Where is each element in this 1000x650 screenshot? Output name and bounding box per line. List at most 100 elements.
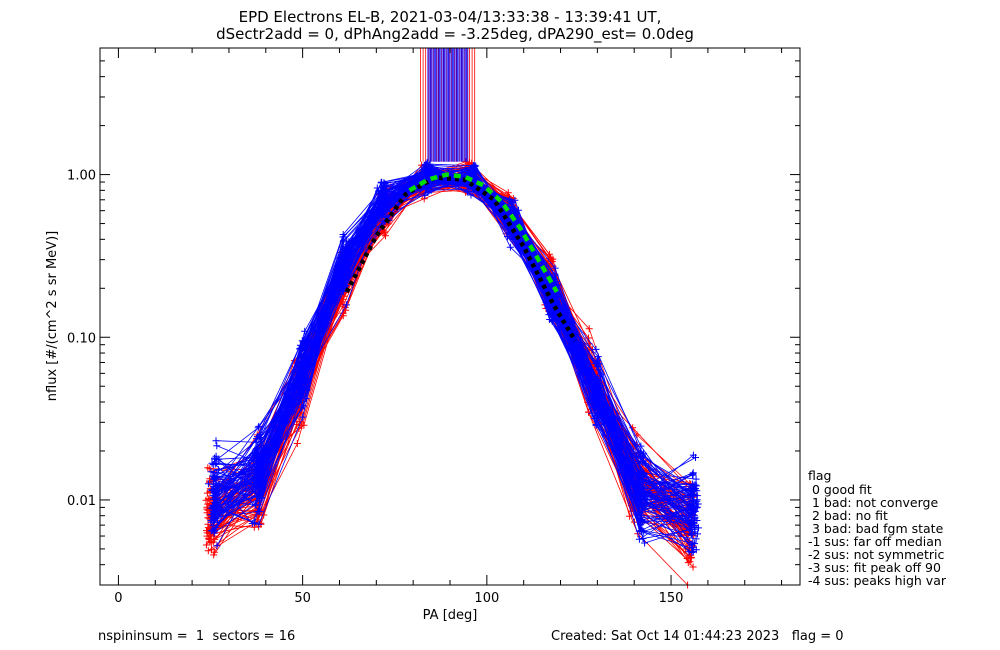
series-trace-red	[209, 171, 691, 532]
data-point-blue	[212, 480, 220, 488]
data-point-blue	[253, 435, 260, 443]
data-point-blue	[639, 506, 647, 514]
data-point-blue	[551, 264, 559, 272]
data-point-blue	[633, 452, 641, 460]
data-point-blue	[213, 472, 221, 480]
data-point-blue	[338, 253, 346, 261]
series-trace-blue	[214, 183, 691, 526]
data-point-blue	[691, 540, 699, 548]
series-trace-red	[209, 184, 688, 536]
data-point-blue	[212, 524, 220, 532]
series-trace-red	[212, 183, 690, 537]
data-point-blue	[254, 457, 261, 465]
data-point-blue	[207, 468, 215, 476]
data-point-blue	[639, 451, 647, 459]
data-point-red	[210, 548, 218, 556]
data-point-blue	[211, 499, 219, 506]
data-point-blue	[297, 384, 305, 392]
data-point-red	[420, 195, 428, 203]
series-trace-red	[211, 170, 689, 563]
data-point-blue	[303, 387, 310, 395]
data-point-blue	[690, 490, 698, 498]
legend-item: 3 bad: bad fgm state	[808, 521, 944, 536]
data-point-blue	[255, 453, 263, 461]
data-point-blue	[506, 196, 514, 204]
data-point-blue	[506, 243, 514, 251]
series-trace-red	[210, 179, 687, 510]
data-point-blue	[637, 483, 645, 491]
data-point-blue	[298, 364, 306, 372]
series-trace-red	[209, 179, 687, 543]
legend-item: -4 sus: peaks high var	[808, 573, 947, 588]
y-axis-label: nflux [#/(cm^2 s sr MeV)]	[45, 231, 60, 401]
series-trace-red	[209, 178, 688, 536]
data-point-red	[300, 421, 308, 429]
data-point-blue	[256, 469, 264, 477]
data-point-blue	[208, 487, 216, 494]
series-trace-red	[211, 176, 686, 544]
series-trace-red	[212, 168, 690, 534]
data-point-blue	[637, 521, 645, 529]
data-point-blue	[691, 515, 699, 523]
data-point-blue	[378, 178, 386, 186]
data-point-red	[204, 547, 212, 555]
series-trace-blue	[211, 166, 692, 536]
data-layer	[202, 48, 702, 589]
data-point-blue	[299, 413, 307, 421]
data-point-blue	[214, 518, 222, 526]
legend: flag 0 good fit 1 bad: not converge 2 ba…	[808, 468, 947, 588]
data-point-blue	[343, 238, 351, 246]
data-point-blue	[339, 231, 347, 238]
x-tick-label: 0	[114, 591, 122, 606]
data-point-red	[585, 325, 593, 333]
data-point-blue	[251, 450, 258, 458]
series-blue	[204, 159, 702, 556]
data-point-blue	[213, 442, 221, 450]
axis-layer: 0 50 100 150 0.01 0.10 1.00	[67, 47, 800, 606]
data-point-blue	[379, 201, 387, 209]
data-point-red	[203, 532, 211, 540]
y-tick-label: 0.01	[67, 494, 96, 509]
data-point-red	[545, 250, 553, 258]
series-red	[202, 158, 699, 589]
data-point-blue	[639, 488, 647, 496]
series-trace-red	[209, 168, 692, 552]
data-point-blue	[693, 503, 701, 511]
data-point-blue	[342, 282, 350, 290]
data-point-red	[203, 489, 211, 497]
data-point-red	[382, 232, 389, 240]
data-point-blue	[689, 451, 697, 459]
series-trace-red	[210, 174, 691, 535]
series-trace-blue	[218, 163, 694, 552]
data-point-blue	[204, 480, 212, 488]
data-point-blue	[296, 345, 304, 353]
data-point-blue	[467, 168, 475, 176]
fit-curve-green	[408, 172, 559, 294]
data-point-blue	[209, 461, 217, 468]
data-point-blue	[639, 458, 647, 466]
data-point-blue	[255, 422, 263, 430]
data-point-blue	[641, 539, 649, 547]
series-trace-red	[208, 169, 691, 540]
data-point-blue	[640, 527, 648, 535]
series-trace-blue	[213, 178, 697, 551]
data-point-blue	[256, 474, 264, 482]
legend-title: flag	[808, 468, 831, 483]
data-point-red	[462, 158, 470, 166]
data-point-blue	[691, 528, 699, 536]
peak-lines-blue	[427, 48, 469, 162]
data-point-blue	[472, 162, 480, 170]
data-point-blue	[509, 222, 516, 230]
series-trace-blue	[210, 168, 692, 509]
data-point-blue	[692, 475, 700, 483]
series-trace-red	[206, 176, 689, 531]
series-trace-red	[209, 162, 694, 568]
data-point-blue	[254, 444, 262, 452]
data-point-blue	[467, 191, 475, 199]
data-point-blue	[211, 492, 219, 500]
series-trace-red	[212, 164, 690, 532]
data-point-red	[683, 555, 691, 562]
data-point-blue	[693, 497, 701, 505]
data-point-blue	[425, 165, 433, 173]
